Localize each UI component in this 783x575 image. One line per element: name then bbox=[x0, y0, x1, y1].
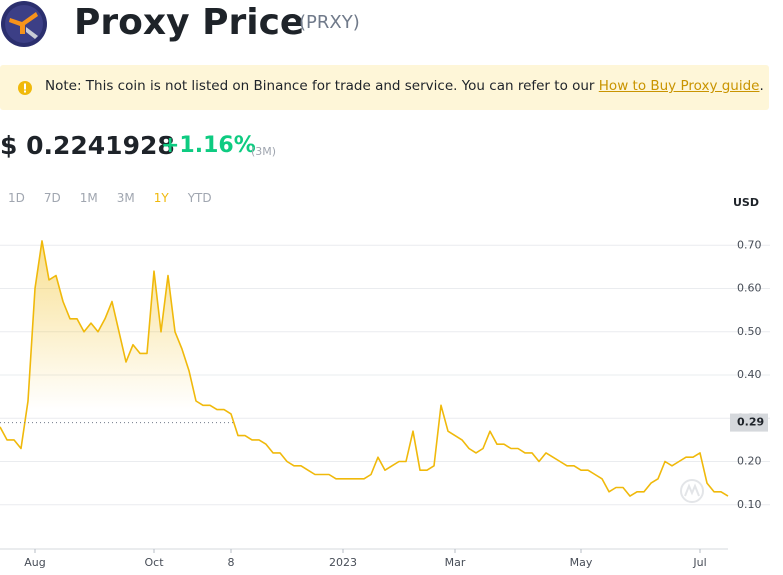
time-tab[interactable]: 1Y bbox=[153, 191, 169, 205]
coin-symbol: (PRXY) bbox=[299, 12, 360, 33]
time-tab[interactable]: YTD bbox=[187, 191, 212, 205]
coin-logo bbox=[1, 1, 47, 47]
note-box: Note: This coin is not listed on Binance… bbox=[0, 65, 769, 110]
note-icon bbox=[18, 81, 32, 95]
time-tabs: 1D 7D 1M 3M 1Y YTD bbox=[8, 191, 231, 205]
current-price-label: 0.29 bbox=[737, 416, 764, 429]
y-tick-label: 0.20 bbox=[737, 455, 762, 468]
time-tab[interactable]: 1D bbox=[8, 191, 25, 205]
price-line bbox=[0, 240, 729, 497]
time-tab[interactable]: 7D bbox=[43, 191, 61, 205]
coin-title: Proxy Price bbox=[74, 2, 305, 43]
x-tick-label: Aug bbox=[24, 556, 45, 569]
time-tab[interactable]: 3M bbox=[116, 191, 135, 205]
note-body: Note: This coin is not listed on Binance… bbox=[45, 78, 599, 94]
chart: USD 0.100.200.300.400.500.600.70AugOct82… bbox=[0, 196, 770, 569]
y-tick-label: 0.40 bbox=[737, 368, 762, 381]
guide-link[interactable]: How to Buy Proxy guide bbox=[598, 78, 760, 94]
x-tick-label: Mar bbox=[445, 556, 466, 569]
price-change: +1.16% bbox=[161, 133, 256, 158]
y-tick-label: 0.60 bbox=[737, 282, 762, 295]
current-price-tag bbox=[730, 413, 768, 432]
y-tick-label: 0.70 bbox=[737, 238, 762, 251]
note-text: Note: This coin is not listed on Binance… bbox=[45, 78, 764, 94]
time-tab[interactable]: 1M bbox=[79, 191, 98, 205]
x-tick-label: Oct bbox=[144, 556, 164, 569]
x-tick-label: 8 bbox=[228, 556, 235, 569]
price: $ 0.2241928 bbox=[0, 131, 175, 160]
price-period: (3M) bbox=[251, 145, 277, 158]
x-tick-label: Jul bbox=[692, 556, 706, 569]
note-end: . bbox=[759, 78, 764, 94]
y-unit: USD bbox=[733, 196, 759, 209]
price-area bbox=[0, 240, 728, 548]
x-tick-label: May bbox=[570, 556, 593, 569]
y-tick-label: 0.10 bbox=[737, 498, 762, 511]
x-tick-label: 2023 bbox=[329, 556, 357, 569]
y-tick-label: 0.50 bbox=[737, 325, 762, 338]
